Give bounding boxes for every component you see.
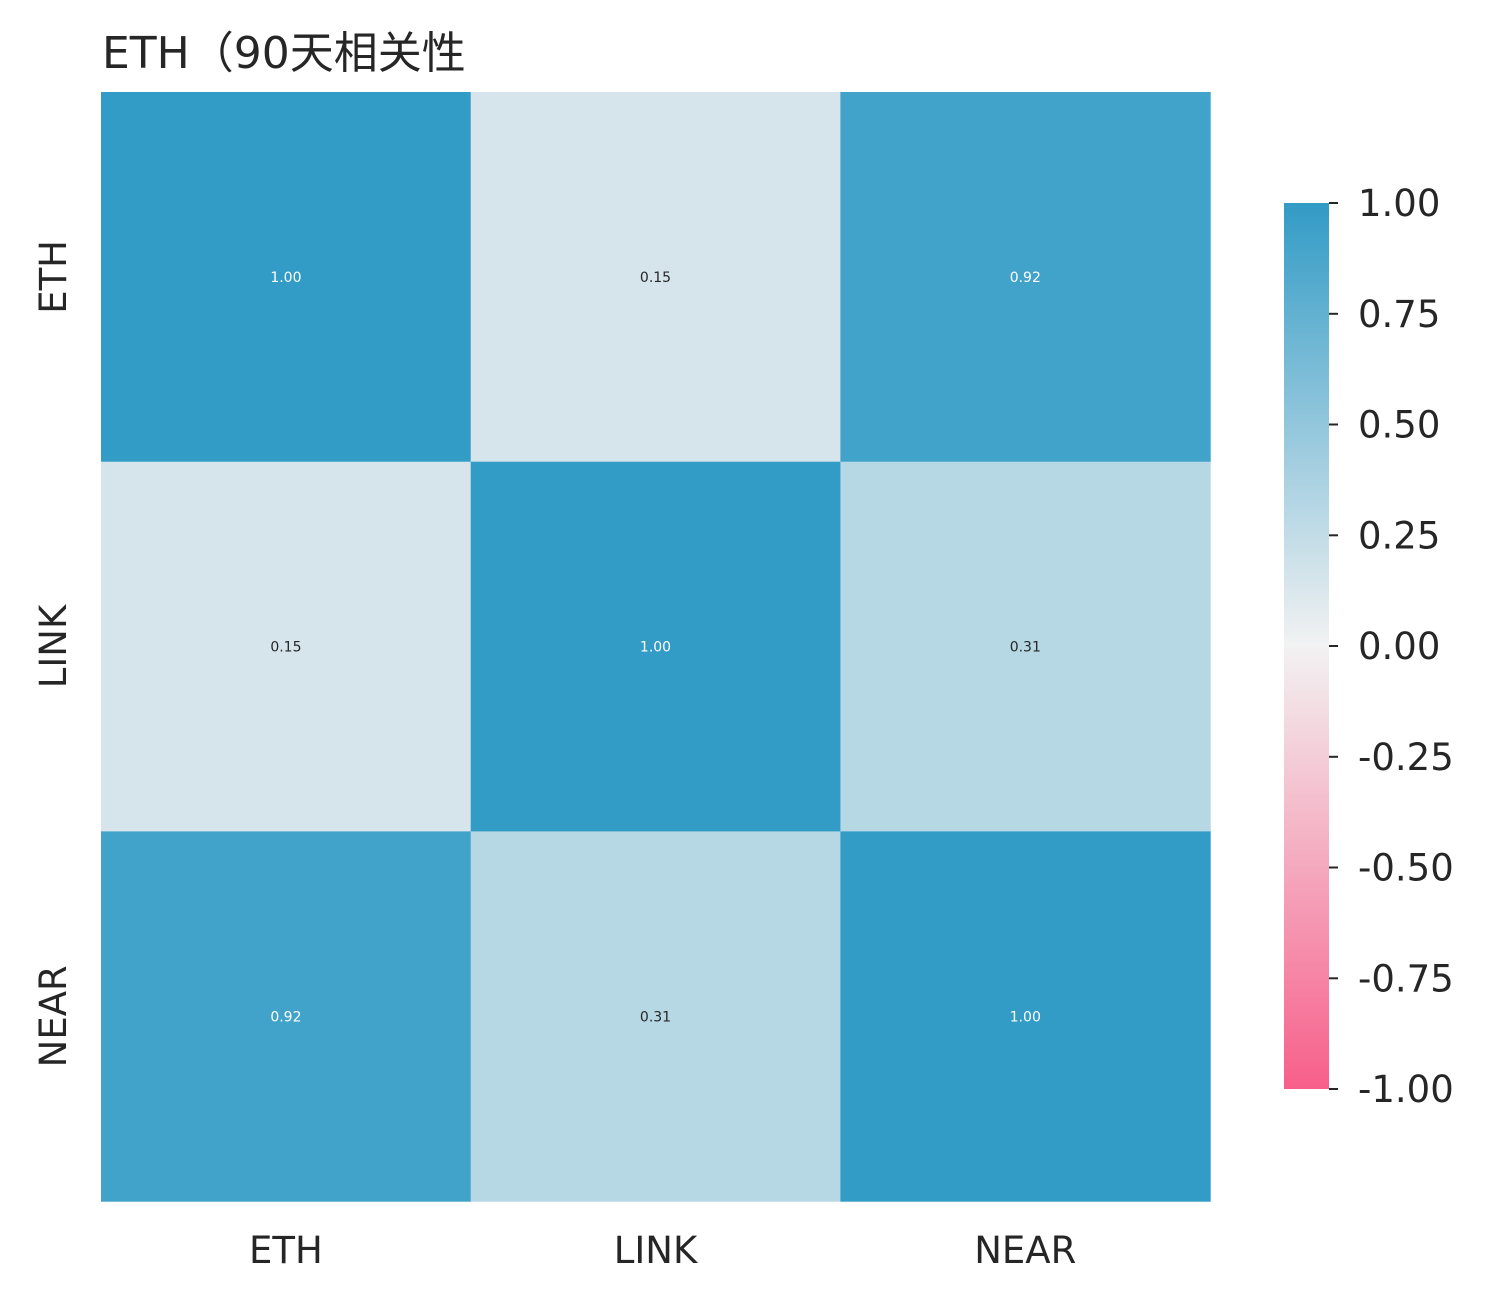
row-label-eth: ETH xyxy=(32,240,75,314)
colorbar-tick-label: 0.00 xyxy=(1358,625,1440,668)
heatmap-cell-near-eth xyxy=(101,831,472,1202)
heatmap-cell-eth-near xyxy=(840,92,1211,463)
colorbar-tick-label: 0.75 xyxy=(1358,293,1440,336)
heatmap-cells xyxy=(101,92,1211,1202)
cell-value-label: 0.31 xyxy=(1010,640,1041,656)
heatmap-cell-link-eth xyxy=(101,461,472,832)
heatmap-cell-eth-eth xyxy=(101,92,472,463)
cell-value-label: 1.00 xyxy=(1010,1009,1041,1025)
column-label-link: LINK xyxy=(614,1229,699,1272)
chart-title: ETH（90天相关性 xyxy=(102,28,466,79)
heatmap-cell-labels: 1.00 0.15 0.92 0.15 1.00 0.31 0.92 0.31 1.00 xyxy=(270,270,1041,1025)
row-tick-labels: ETH LINK NEAR xyxy=(32,240,75,1067)
heatmap-cell-near-near xyxy=(840,831,1211,1202)
cell-value-label: 0.92 xyxy=(270,1009,301,1025)
cell-value-label: 0.15 xyxy=(640,270,671,286)
column-label-eth: ETH xyxy=(249,1229,323,1272)
cell-value-label: 1.00 xyxy=(270,270,301,286)
cell-value-label: 0.31 xyxy=(640,1009,671,1025)
column-tick-labels: ETH LINK NEAR xyxy=(249,1229,1076,1272)
colorbar-tick-label: -0.25 xyxy=(1358,736,1454,779)
cell-value-label: 1.00 xyxy=(640,640,671,656)
colorbar-tick-label: 0.50 xyxy=(1358,404,1440,447)
colorbar-tick-label: 1.00 xyxy=(1358,182,1440,225)
heatmap-cell-eth-link xyxy=(470,92,841,463)
cell-value-label: 0.15 xyxy=(270,640,301,656)
heatmap-cell-link-link xyxy=(470,461,841,832)
heatmap-cell-link-near xyxy=(840,461,1211,832)
cell-value-label: 0.92 xyxy=(1010,270,1041,286)
colorbar-tick-label: -1.00 xyxy=(1358,1068,1454,1111)
colorbar-ticks: 1.00 0.75 0.50 0.25 0.00 -0.25 -0.50 -0.75 -1.00 xyxy=(1329,182,1454,1111)
colorbar: 1.00 0.75 0.50 0.25 0.00 -0.25 -0.50 -0.75 -1.00 xyxy=(1284,182,1454,1111)
colorbar-gradient-bar xyxy=(1284,203,1329,1089)
colorbar-tick-label: -0.75 xyxy=(1358,957,1454,1000)
colorbar-tick-label: -0.50 xyxy=(1358,847,1454,890)
heatmap-cell-near-link xyxy=(470,831,841,1202)
column-label-near: NEAR xyxy=(974,1229,1076,1272)
row-label-link: LINK xyxy=(32,603,75,688)
row-label-near: NEAR xyxy=(32,965,75,1067)
colorbar-tick-label: 0.25 xyxy=(1358,514,1440,557)
